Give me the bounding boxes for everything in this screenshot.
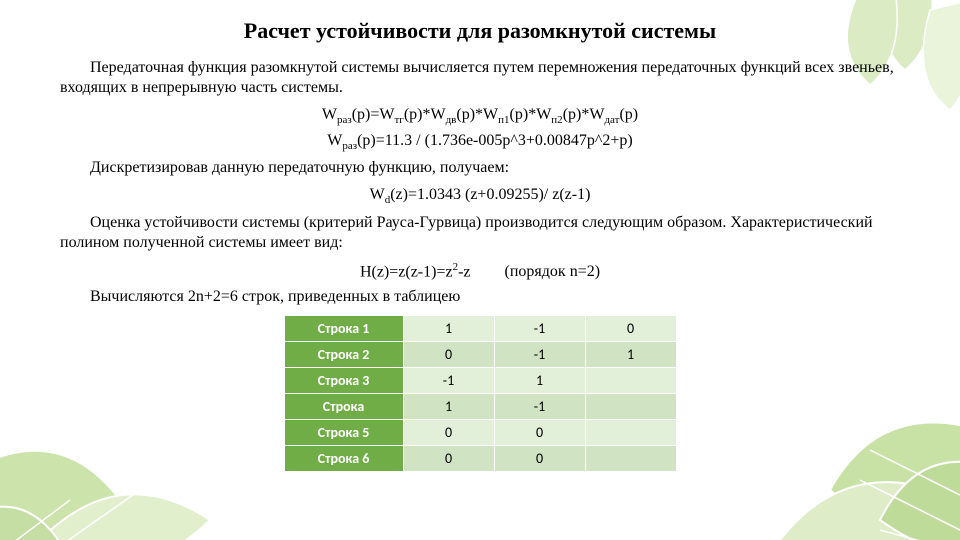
slide-content: Расчет устойчивости для разомкнутой сист… [0,0,960,472]
table-cell: -1 [403,367,494,393]
table-row: Строка 500 [284,419,676,445]
row-label: Строка 6 [284,445,403,471]
table-cell: 1 [403,315,494,341]
table-row: Строка 600 [284,445,676,471]
paragraph-1: Передаточная функция разомкнутой системы… [60,58,900,98]
table-cell [585,367,676,393]
table-cell [585,393,676,419]
table-cell: 0 [585,315,676,341]
table-cell: 1 [494,367,585,393]
table-cell: 0 [494,419,585,445]
table-cell: 0 [403,419,494,445]
slide-title: Расчет устойчивости для разомкнутой сист… [60,18,900,44]
row-label: Строка 2 [284,341,403,367]
table-cell: -1 [494,393,585,419]
table-cell: -1 [494,315,585,341]
paragraph-4: Вычисляются 2n+2=6 строк, приведенных в … [60,287,900,307]
row-label: Строка 5 [284,419,403,445]
table-cell [585,419,676,445]
formula-4-lhs: H(z)=z(z-1)=z2-z [360,261,471,281]
table-cell: 1 [585,341,676,367]
table-cell: -1 [494,341,585,367]
formula-4-rhs: (порядок n=2) [505,263,601,281]
row-label: Строка 3 [284,367,403,393]
formula-3: Wd(z)=1.0343 (z+0.09255)/ z(z-1) [60,186,900,206]
table-cell: 0 [494,445,585,471]
table-cell: 1 [403,393,494,419]
table-row: Строка 3-11 [284,367,676,393]
table-cell [585,445,676,471]
row-label: Строка 1 [284,315,403,341]
table-row: Строка1-1 [284,393,676,419]
table-cell: 0 [403,445,494,471]
routh-table: Строка 11-10Строка 20-11Строка 3-11Строк… [284,315,677,472]
row-label: Строка [284,393,403,419]
paragraph-2: Дискретизировав данную передаточную функ… [60,158,900,178]
formula-4: H(z)=z(z-1)=z2-z (порядок n=2) [60,261,900,281]
formula-2: Wраз(p)=11.3 / (1.736e-005p^3+0.00847p^2… [60,132,900,152]
table-cell: 0 [403,341,494,367]
table-row: Строка 20-11 [284,341,676,367]
formula-1: Wраз(p)=Wтг(p)*Wдв(p)*Wп1(p)*Wп2(p)*Wдат… [60,106,900,126]
table-row: Строка 11-10 [284,315,676,341]
paragraph-3: Оценка устойчивости системы (критерий Ра… [60,213,900,253]
